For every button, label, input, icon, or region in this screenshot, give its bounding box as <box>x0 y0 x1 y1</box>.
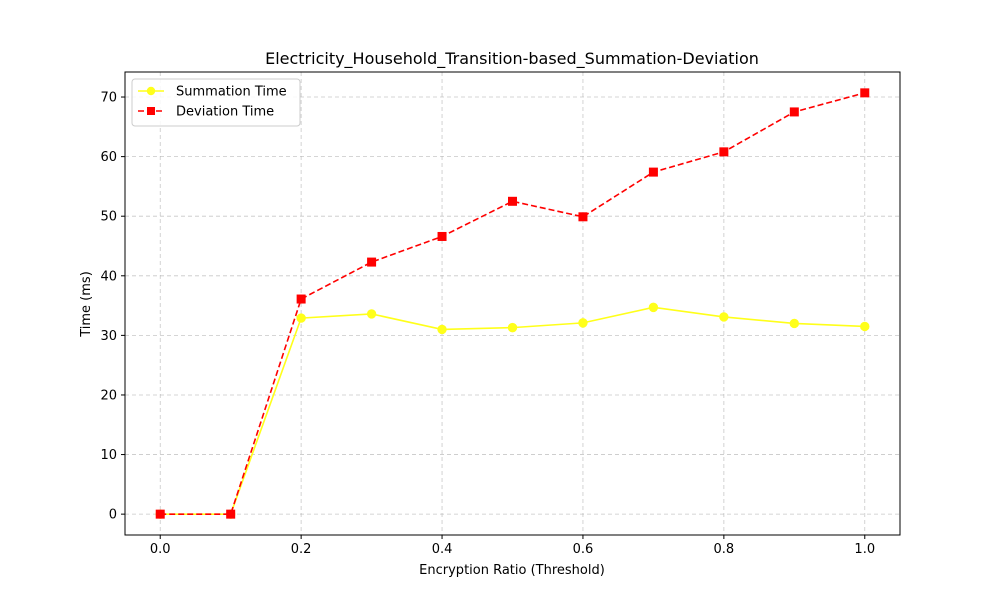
y-axis-label: Time (ms) <box>79 271 94 338</box>
deviation-time-point <box>367 257 377 267</box>
deviation-time-point <box>155 509 165 519</box>
deviation-time-point <box>789 107 799 117</box>
y-tick-label: 60 <box>100 150 117 165</box>
y-tick-label: 40 <box>100 269 117 284</box>
chart-title: Electricity_Household_Transition-based_S… <box>265 49 759 69</box>
summation-time-point <box>789 318 800 329</box>
y-axis: 0 10 20 30 40 50 60 70 <box>100 91 125 523</box>
y-tick-label: 70 <box>100 91 117 106</box>
deviation-time-point <box>648 167 658 177</box>
summation-time-point <box>296 313 306 323</box>
y-tick-label: 30 <box>100 329 117 344</box>
x-tick-label: 0.4 <box>432 542 453 557</box>
x-tick-label: 1.0 <box>854 542 875 557</box>
y-tick-label: 50 <box>100 210 117 225</box>
deviation-time-point <box>296 294 306 304</box>
summation-time-line <box>160 306 865 515</box>
legend: Summation Time Deviation Time <box>131 78 301 127</box>
summation-time-point <box>507 322 518 333</box>
legend-summation-time-label: Summation Time <box>176 85 287 100</box>
x-tick-label: 0.2 <box>291 542 312 557</box>
grid <box>125 72 900 535</box>
x-axis: 0.0 0.2 0.4 0.6 0.8 1.0 <box>150 535 875 557</box>
series-layer <box>155 88 870 519</box>
y-tick-label: 0 <box>109 508 117 523</box>
deviation-time-point <box>226 509 236 519</box>
deviation-time-point <box>719 147 729 157</box>
summation-time-point <box>648 302 659 313</box>
deviation-time-line <box>160 92 865 515</box>
x-axis-label: Encryption Ratio (Threshold) <box>419 563 605 578</box>
y-tick-label: 10 <box>100 448 117 463</box>
deviation-time-point <box>578 212 588 222</box>
summation-time-point <box>860 321 870 332</box>
legend-deviation-time-marker <box>147 107 155 115</box>
legend-box <box>131 78 301 127</box>
x-tick-label: 0.8 <box>714 542 735 557</box>
deviation-time-point <box>437 231 447 241</box>
x-tick-label: 0.0 <box>150 542 171 557</box>
x-tick-label: 0.6 <box>573 542 594 557</box>
summation-time-point <box>366 309 377 319</box>
summation-time-point <box>578 318 588 328</box>
y-tick-label: 20 <box>100 388 117 403</box>
plot-frame <box>124 71 901 536</box>
deviation-time-point <box>508 196 517 206</box>
legend-deviation-time-label: Deviation Time <box>176 105 274 120</box>
deviation-time-point <box>860 88 870 98</box>
summation-time-point <box>437 324 447 335</box>
legend-summation-time-marker <box>146 86 156 96</box>
summation-time-point <box>719 312 729 322</box>
